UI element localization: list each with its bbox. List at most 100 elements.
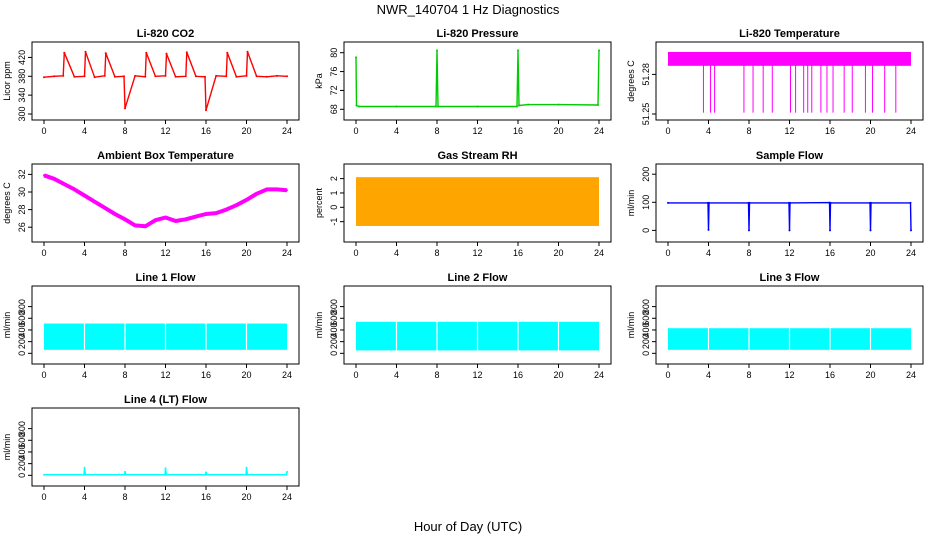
- line4-point-5: [124, 470, 126, 473]
- licor_temp-panel: Li-820 Temperature degrees C 0 4 8 12 16 20 24 51…: [626, 28, 924, 136]
- line2-y-tick-label-4: 800: [329, 299, 339, 314]
- pressure-point-13: [596, 104, 599, 107]
- line4-x-tick-label-4: 16: [201, 492, 211, 502]
- co2-y-tick-label-1: 340: [17, 88, 27, 103]
- line3-x-tick-label-3: 12: [784, 370, 794, 380]
- line3-x-tick-label-2: 8: [746, 370, 751, 380]
- co2-y-tick-label-2: 380: [17, 69, 27, 84]
- line4-x-tick-label-0: 0: [41, 492, 46, 502]
- co2-point-21: [185, 51, 188, 54]
- sample_flow-y-tick-label-0: 0: [641, 228, 651, 233]
- box_temp-x-tick-label-1: 4: [82, 248, 87, 258]
- co2-x-tick-label-1: 4: [82, 126, 87, 136]
- box_temp-x-tick-label-4: 16: [201, 248, 211, 258]
- sample_flow-x-tick-label-0: 0: [665, 248, 670, 258]
- pressure-y-label: kPa: [314, 73, 324, 89]
- line4-point-0: [43, 473, 45, 476]
- co2-point-28: [235, 75, 238, 78]
- pressure-point-14: [598, 49, 600, 52]
- line4-point-13: [244, 473, 247, 476]
- co2-point-24: [205, 109, 207, 112]
- line2-panel: Line 2 Flow ml/min 0 4 8 12 16 20 24 0 20040060080…: [314, 272, 612, 380]
- line4-y-tick-label-3: 600: [17, 433, 27, 448]
- line4-x-tick-label-5: 20: [241, 492, 251, 502]
- box_temp-panel: Ambient Box Temperature degrees C 0 4 8 12 16 2…: [2, 150, 300, 258]
- co2-x-tick-label-2: 8: [122, 126, 127, 136]
- co2-panel: Li-820 CO2 Licor ppm 0 4 8 12 16 20 24 300 340 380 4…: [2, 28, 300, 136]
- co2-point-23: [203, 75, 206, 78]
- sample_flow-x-tick-label-1: 4: [706, 248, 711, 258]
- line1-y-label: ml/min: [2, 312, 12, 339]
- rh-x-tick-label-0: 0: [353, 248, 358, 258]
- line1-title: Line 1 Flow: [136, 272, 196, 284]
- line1-x-tick-label-5: 20: [241, 370, 251, 380]
- co2-series: [43, 51, 288, 111]
- line4-point-1: [82, 473, 85, 476]
- co2-point-13: [134, 74, 137, 77]
- rh-x-tick-label-2: 8: [434, 248, 439, 258]
- line4-point-10: [204, 473, 207, 476]
- pressure-x-tick-label-2: 8: [434, 126, 439, 136]
- sample_flow-point-8: [788, 229, 791, 232]
- figure-x-axis-label: Hour of Day (UTC): [414, 519, 522, 534]
- sample_flow-series: [668, 201, 912, 232]
- box_temp-y-tick-label-0: 26: [17, 222, 27, 232]
- line1-y-tick-label-0: 0: [17, 351, 27, 356]
- line4-title: Line 4 (LT) Flow: [124, 394, 207, 406]
- sample_flow-point-14: [869, 229, 872, 232]
- rh-x-tick-label-4: 16: [513, 248, 523, 258]
- pressure-point-5: [436, 49, 438, 52]
- line1-y-tick-label-3: 600: [17, 311, 27, 326]
- line4-point-8: [164, 467, 167, 470]
- co2-point-11: [122, 75, 125, 78]
- line4-y-tick-label-4: 800: [17, 421, 27, 436]
- line3-y-tick-label-3: 600: [641, 311, 651, 326]
- box_temp-point-21: [255, 192, 258, 195]
- line2-x-tick-label-2: 8: [434, 370, 439, 380]
- sample_flow-x-tick-label-3: 12: [784, 248, 794, 258]
- co2-point-0: [43, 76, 45, 79]
- pressure-point-11: [527, 103, 530, 106]
- pressure-point-1: [355, 104, 358, 107]
- rh-y-tick-label-1: 0: [329, 205, 339, 210]
- sample_flow-x-tick-label-5: 20: [865, 248, 875, 258]
- box_temp-x-tick-label-0: 0: [41, 248, 46, 258]
- line4-point-15: [246, 473, 249, 476]
- box_temp-point-24: [286, 189, 288, 192]
- co2-point-25: [215, 74, 218, 77]
- box_temp-point-9: [134, 224, 137, 227]
- pressure-series: [355, 49, 600, 108]
- line2-y-tick-label-3: 600: [329, 311, 339, 326]
- pressure-y-tick-label-2: 76: [329, 67, 339, 77]
- line1-x-tick-label-3: 12: [160, 370, 170, 380]
- box_temp-point-7: [113, 213, 116, 215]
- sample_flow-x-tick-label-6: 24: [906, 248, 916, 258]
- box_temp-point-12: [164, 216, 167, 219]
- line4-x-tick-label-6: 24: [282, 492, 292, 502]
- sample_flow-point-3: [708, 201, 711, 204]
- line4-point-3: [84, 473, 87, 476]
- co2-x-tick-label-6: 24: [282, 126, 292, 136]
- line4-point-6: [125, 473, 128, 476]
- box_temp-x-tick-label-2: 8: [122, 248, 127, 258]
- line1-x-tick-label-2: 8: [122, 370, 127, 380]
- line4-panel: Line 4 (LT) Flow ml/min 0 4 8 12 16 20 24 0 200400…: [2, 394, 300, 502]
- co2-point-30: [246, 50, 249, 53]
- co2-x-tick-label-0: 0: [41, 126, 46, 136]
- pressure-title: Li-820 Pressure: [437, 28, 519, 40]
- co2-x-tick-label-5: 20: [241, 126, 251, 136]
- box_temp-point-2: [63, 183, 66, 186]
- sample_flow-x-tick-label-4: 16: [825, 248, 835, 258]
- pressure-x-tick-label-1: 4: [394, 126, 399, 136]
- sample_flow-point-2: [707, 228, 710, 231]
- line2-x-tick-label-0: 0: [353, 370, 358, 380]
- line4-point-7: [163, 473, 166, 476]
- pressure-point-6: [437, 105, 440, 108]
- rh-y-label: percent: [314, 187, 324, 218]
- line2-y-tick-label-1: 200: [329, 334, 339, 349]
- rh-band: [356, 177, 599, 226]
- line1-x-tick-label-0: 0: [41, 370, 46, 380]
- pressure-point-0: [355, 56, 357, 59]
- box_temp-x-tick-label-3: 12: [160, 248, 170, 258]
